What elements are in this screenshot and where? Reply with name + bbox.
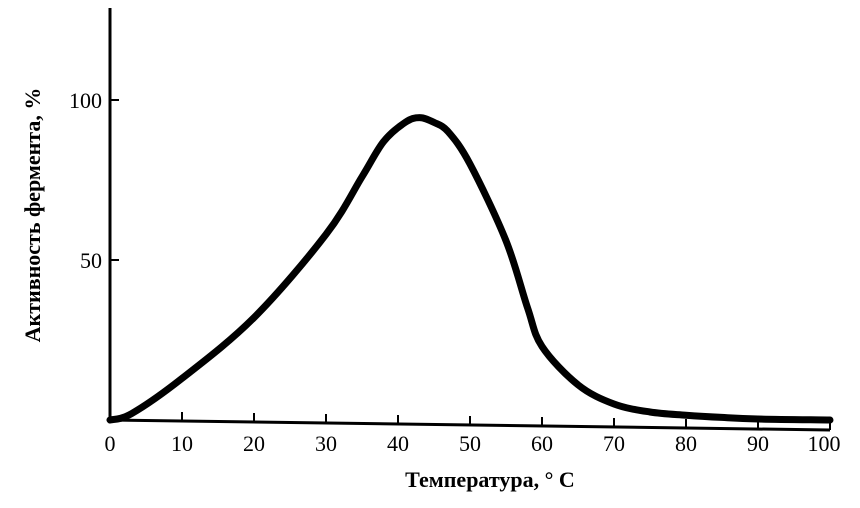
y-tick-label: 50 [80, 248, 102, 273]
x-tick-label: 90 [747, 431, 769, 456]
x-tick-label: 100 [808, 431, 841, 456]
plot-area: 0 10 20 30 40 50 60 70 80 90 100 50 100 [69, 8, 841, 456]
x-ticks: 0 10 20 30 40 50 60 70 80 90 100 [105, 412, 841, 456]
y-ticks: 50 100 [69, 88, 119, 273]
x-tick-label: 60 [531, 431, 553, 456]
x-tick-label: 20 [243, 431, 265, 456]
y-tick-label: 100 [69, 88, 102, 113]
x-tick-label: 10 [171, 431, 193, 456]
x-tick-label: 0 [105, 431, 116, 456]
x-tick-label: 50 [459, 431, 481, 456]
x-tick-label: 30 [315, 431, 337, 456]
y-axis-title: Активность фермента, % [20, 88, 45, 343]
x-tick-label: 70 [603, 431, 625, 456]
x-tick-label: 80 [675, 431, 697, 456]
series-line [106, 114, 834, 424]
x-axis-title: Температура, ° C [405, 467, 575, 492]
x-tick-label: 40 [387, 431, 409, 456]
